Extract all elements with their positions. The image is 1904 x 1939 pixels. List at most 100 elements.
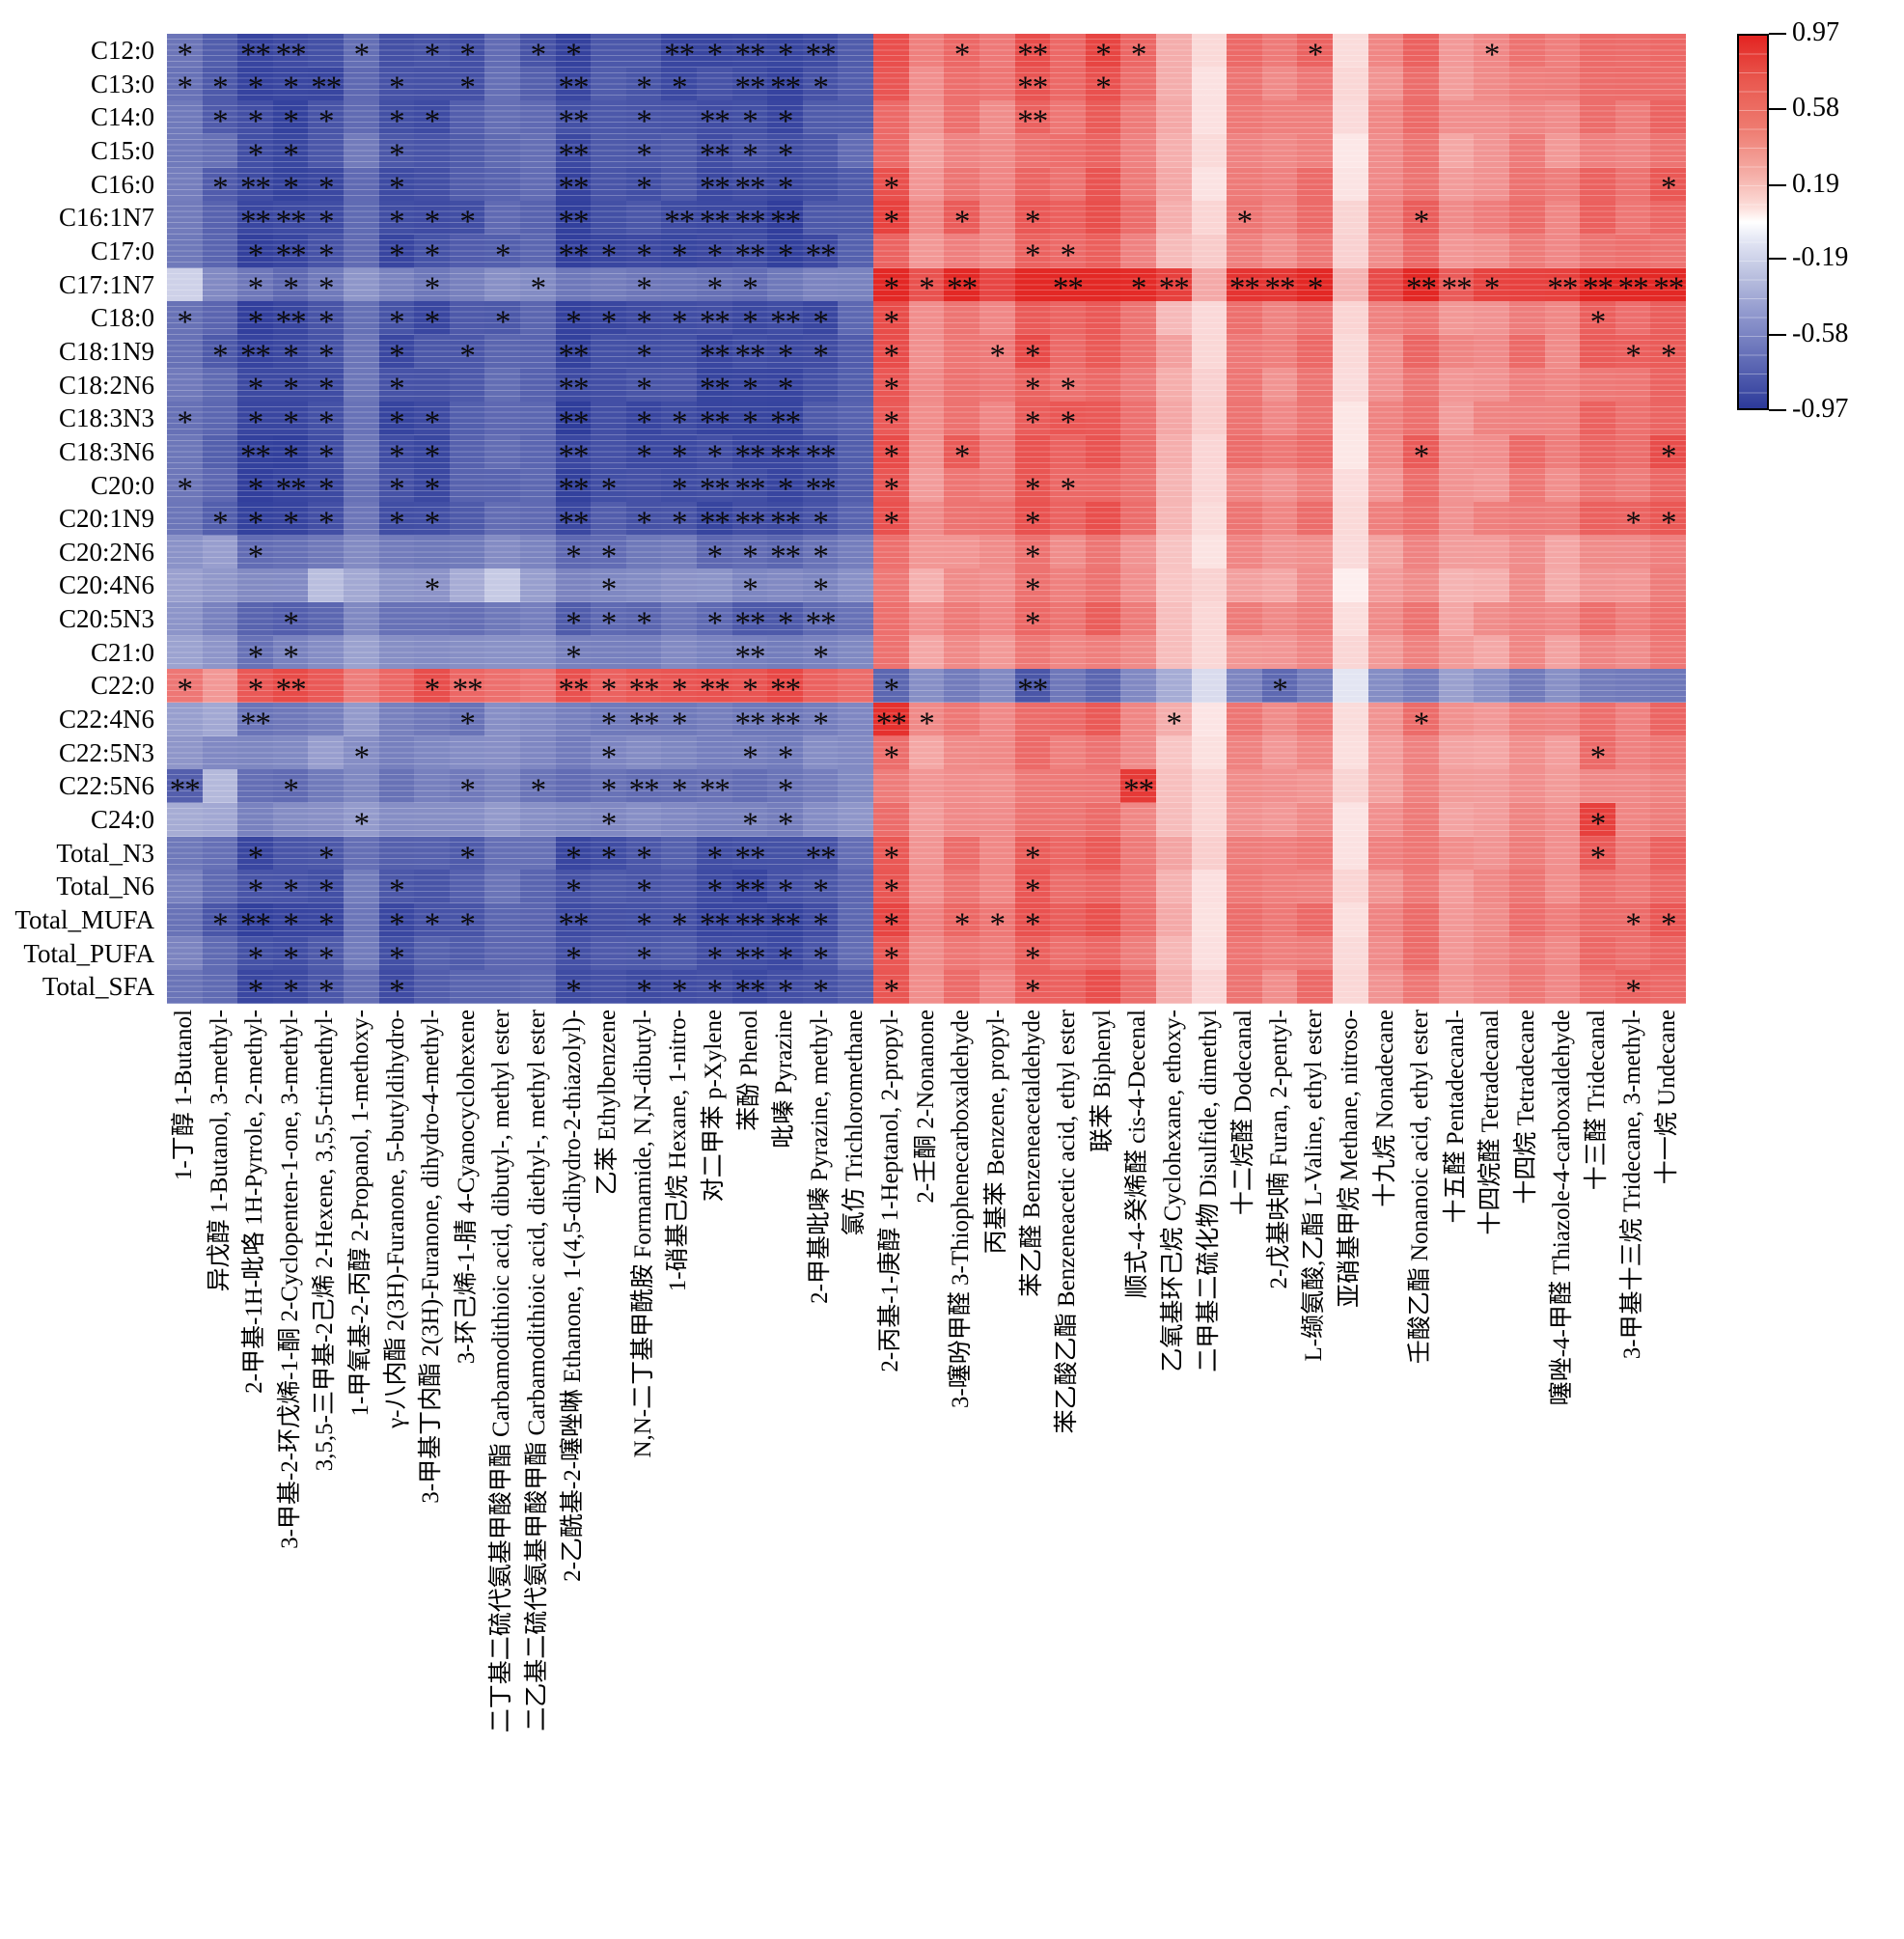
significance-mark: *	[459, 37, 475, 72]
heatmap-cell	[1332, 167, 1368, 202]
heatmap-cell: *	[625, 167, 662, 206]
significance-mark: **	[770, 706, 801, 741]
heatmap-cell	[1403, 602, 1439, 636]
heatmap-cell	[661, 735, 698, 770]
heatmap-cell	[414, 67, 450, 101]
heatmap-cell: **	[767, 669, 803, 707]
heatmap-cell	[1227, 34, 1262, 68]
heatmap-cell	[1050, 34, 1086, 68]
heatmap-cell	[1403, 502, 1439, 536]
heatmap-cell: *	[378, 67, 415, 105]
significance-mark: **	[699, 104, 731, 140]
heatmap-cell	[1120, 67, 1156, 101]
heatmap-cell	[944, 669, 980, 704]
heatmap-cell	[1650, 402, 1686, 435]
significance-mark: *	[177, 37, 193, 72]
significance-mark: **	[558, 372, 589, 407]
heatmap-cell: *	[661, 903, 698, 942]
heatmap-cell	[1438, 970, 1475, 1004]
heatmap-cell	[1650, 936, 1686, 971]
heatmap-cell	[1650, 201, 1686, 235]
x-axis-label: 2-戊基呋喃 Furan, 2-pentyl-	[1265, 1010, 1292, 1289]
heatmap-cell	[378, 769, 415, 804]
significance-mark: *	[813, 539, 828, 574]
heatmap-cell	[484, 903, 521, 937]
significance-mark: *	[1660, 438, 1676, 474]
heatmap-cell: **	[731, 602, 768, 641]
heatmap-cell	[520, 836, 556, 871]
heatmap-cell: *	[414, 903, 450, 942]
heatmap-cell	[1191, 67, 1228, 101]
heatmap-cell	[908, 368, 945, 402]
heatmap-cell: *	[378, 502, 415, 540]
heatmap-cell: *	[555, 870, 592, 908]
heatmap-cell: **	[237, 434, 273, 474]
heatmap-cell	[1155, 735, 1192, 770]
significance-mark: **	[1617, 271, 1649, 307]
heatmap-cell: *	[802, 301, 839, 340]
heatmap-cell: *	[1014, 836, 1051, 875]
significance-mark: *	[212, 104, 228, 140]
heatmap-cell	[449, 568, 485, 603]
heatmap-cell	[944, 769, 980, 804]
heatmap-cell	[1261, 434, 1298, 469]
heatmap-cell: **	[237, 34, 273, 72]
heatmap-cell	[1367, 502, 1404, 536]
significance-mark: *	[706, 237, 723, 273]
y-axis-label: C15:0	[90, 135, 154, 165]
heatmap-cell	[591, 368, 626, 402]
heatmap-cell	[1261, 234, 1298, 268]
significance-mark: **	[805, 237, 837, 273]
heatmap-cell	[1120, 535, 1156, 569]
heatmap-cell	[873, 133, 909, 168]
significance-mark: *	[706, 539, 723, 574]
heatmap-cell	[237, 735, 273, 770]
heatmap-cell	[378, 34, 415, 68]
heatmap-cell	[1544, 100, 1581, 134]
heatmap-cell	[697, 735, 732, 770]
heatmap-cell	[344, 468, 379, 503]
heatmap-cell	[1085, 836, 1121, 871]
heatmap-cell	[591, 635, 626, 670]
heatmap-cell	[1261, 468, 1298, 503]
significance-mark: *	[777, 37, 793, 72]
significance-mark: *	[494, 305, 510, 341]
heatmap-cell	[591, 334, 626, 369]
heatmap-cell	[344, 234, 379, 268]
heatmap-cell	[697, 568, 732, 603]
significance-mark: **	[628, 773, 660, 809]
heatmap-cell: *	[697, 936, 732, 976]
heatmap-cell	[1403, 402, 1439, 435]
heatmap-cell: *	[661, 502, 698, 540]
significance-mark: *	[953, 37, 970, 72]
significance-mark: **	[1547, 271, 1578, 307]
heatmap-cell	[1332, 635, 1368, 670]
significance-mark: **	[558, 506, 589, 540]
heatmap-cell: *	[1650, 434, 1686, 474]
heatmap-cell	[1438, 870, 1475, 904]
heatmap-cell: *	[731, 267, 768, 306]
significance-mark: *	[283, 70, 298, 106]
heatmap-cell	[1544, 468, 1581, 503]
x-axis-label: 十五醛 Pentadecanal-	[1442, 1010, 1469, 1224]
significance-mark: **	[734, 237, 765, 273]
heatmap-cell	[1650, 100, 1686, 134]
heatmap-cell	[272, 836, 309, 871]
heatmap-cell	[520, 803, 556, 837]
heatmap-cell	[378, 803, 415, 837]
heatmap-cell: *	[591, 803, 626, 842]
heatmap-cell	[625, 201, 662, 235]
heatmap-cell	[1050, 568, 1086, 603]
heatmap-cell	[1332, 735, 1368, 770]
heatmap-cell	[1332, 502, 1368, 536]
heatmap-cell: **	[1120, 769, 1156, 808]
heatmap-cell	[873, 568, 909, 603]
significance-mark: **	[805, 472, 837, 508]
heatmap-cell	[1297, 836, 1333, 871]
heatmap-cell	[344, 201, 379, 235]
heatmap-cell: **	[272, 301, 309, 340]
significance-mark: **	[699, 472, 731, 508]
heatmap-cell	[1544, 234, 1581, 268]
heatmap-cell: *	[767, 334, 803, 374]
heatmap-cell	[1155, 803, 1192, 837]
